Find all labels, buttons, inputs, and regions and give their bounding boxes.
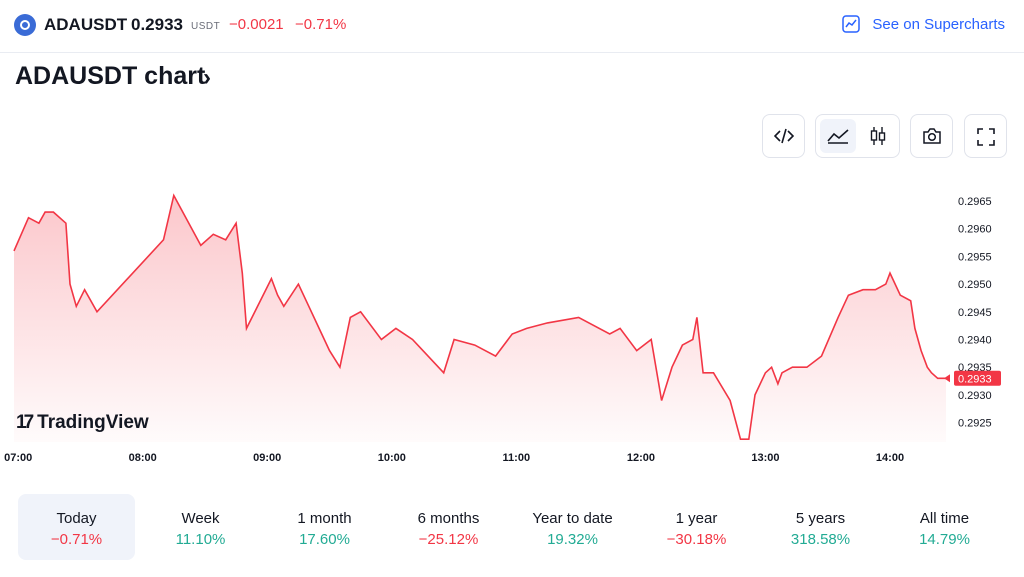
fullscreen-icon [977, 128, 995, 146]
period-year-to-date[interactable]: Year to date 19.32% [514, 494, 631, 560]
symbol-name[interactable]: ADAUSDT [44, 15, 128, 34]
x-tick-label: 08:00 [129, 452, 157, 464]
period-change-value: −30.18% [666, 531, 727, 548]
last-price-badge-bg [954, 370, 1001, 386]
performance-periods: Today −0.71% Week 11.10% 1 month 17.60% 6 mont… [18, 494, 1008, 560]
code-icon [774, 128, 794, 144]
y-tick-label: 0.2925 [958, 418, 992, 430]
period-label: Week [181, 510, 220, 527]
period-change-value: 19.32% [547, 531, 598, 548]
candles-icon[interactable] [870, 126, 886, 146]
period-label: All time [919, 510, 970, 527]
period-label: 1 year [675, 510, 718, 527]
price-currency: USDT [191, 21, 221, 32]
period-label: 6 months [417, 510, 480, 527]
supercharts-icon [842, 15, 861, 33]
period-label: Year to date [532, 510, 613, 527]
x-tick-label: 07:00 [4, 452, 32, 464]
x-axis: 07:00 08:00 09:00 10:00 11:00 12:00 13:00 14:00 [4, 452, 904, 464]
y-tick-label: 0.2955 [958, 251, 992, 263]
period-week[interactable]: Week 11.10% [142, 494, 259, 560]
watermark-label: TradingView [37, 412, 149, 433]
y-tick-label: 0.2960 [958, 224, 992, 236]
chart-style-switch [815, 114, 900, 158]
period-change-value: −0.71% [50, 531, 103, 548]
period-today[interactable]: Today −0.71% [18, 494, 135, 560]
period-all-time[interactable]: All time 14.79% [886, 494, 1003, 560]
x-tick-label: 09:00 [253, 452, 281, 464]
fullscreen-button[interactable] [964, 114, 1007, 158]
period-1-month[interactable]: 1 month 17.60% [266, 494, 383, 560]
period-6-months[interactable]: 6 months −25.12% [390, 494, 507, 560]
price-area-chart[interactable]: 0.2965 0.2960 0.2955 0.2950 0.2945 0.2940 0.29… [0, 170, 1024, 470]
camera-icon [923, 128, 941, 144]
last-price-label: 0.2933 [958, 373, 992, 385]
last-price-marker: 0.2933 [944, 370, 1001, 386]
y-tick-label: 0.2940 [958, 335, 992, 347]
period-change-value: 17.60% [299, 531, 350, 548]
x-tick-label: 13:00 [751, 452, 779, 464]
y-tick-label: 0.2945 [958, 307, 992, 319]
period-1-year[interactable]: 1 year −30.18% [638, 494, 755, 560]
y-tick-label: 0.2930 [958, 390, 992, 402]
x-tick-label: 11:00 [503, 452, 531, 464]
snapshot-button[interactable] [910, 114, 953, 158]
supercharts-link-label[interactable]: See on Supercharts [872, 16, 1005, 33]
last-price-arrow-icon [944, 374, 950, 383]
area-style-active-bg [820, 119, 856, 153]
period-change-value: 11.10% [175, 531, 226, 548]
y-axis: 0.2965 0.2960 0.2955 0.2950 0.2945 0.2940 0.29… [958, 196, 992, 430]
x-tick-label: 14:00 [876, 452, 904, 464]
period-change-value: 14.79% [919, 531, 970, 548]
y-tick-label: 0.2950 [958, 279, 992, 291]
period-label: Today [56, 510, 97, 527]
tradingview-logo-icon: 17 [16, 412, 34, 433]
y-tick-label: 0.2965 [958, 196, 992, 208]
period-5-years[interactable]: 5 years 318.58% [762, 494, 879, 560]
x-tick-label: 12:00 [627, 452, 655, 464]
embed-code-button[interactable] [762, 114, 805, 158]
chart-title[interactable]: ADAUSDT chart [15, 62, 206, 90]
period-label: 1 month [297, 510, 352, 527]
price-change-percent: −0.71% [295, 16, 347, 33]
x-tick-label: 10:00 [378, 452, 406, 464]
symbol-header: ADAUSDT 0.2933 USDT −0.0021 −0.71% See o… [0, 0, 1024, 53]
period-change-value: 318.58% [790, 531, 851, 548]
chevron-right-icon[interactable]: › [203, 64, 211, 91]
see-on-supercharts-link[interactable]: See on Supercharts [842, 15, 1005, 33]
period-label: 5 years [795, 510, 846, 527]
cardano-logo-icon [14, 14, 36, 36]
last-price: 0.2933 [131, 15, 183, 34]
area-fill [14, 195, 946, 442]
area-chart-icon[interactable] [827, 128, 849, 144]
tradingview-watermark[interactable]: 17 TradingView [16, 412, 149, 434]
price-change: −0.0021 [229, 16, 284, 33]
price-series-line [13, 193, 946, 440]
period-change-value: −25.12% [418, 531, 479, 548]
